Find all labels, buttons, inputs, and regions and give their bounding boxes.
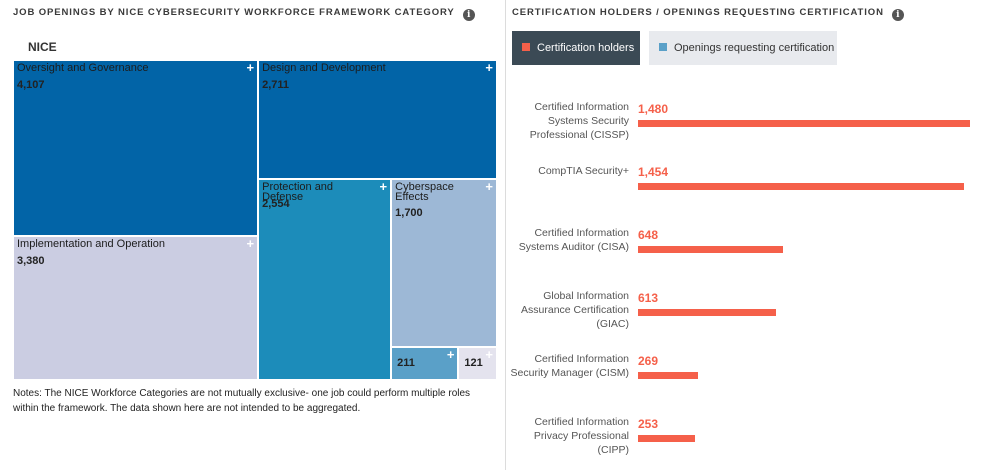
legend-button-openings[interactable]: Openings requesting certification [649,31,837,65]
bar-value-label: 613 [638,291,659,305]
legend-button-certification-holders[interactable]: Certification holders [512,31,640,65]
treemap-tile-211[interactable]: 211 + [392,348,458,379]
treemap-tile-name: Oversight and Governance [17,62,149,74]
bar-certified-information-security-manager-c[interactable] [638,372,699,379]
treemap-tile-value: 211 [397,356,415,369]
treemap-title: JOB OPENINGS BY NICE CYBERSECURITY WORKF… [13,7,475,21]
legend-label: Openings requesting certification [674,42,835,54]
treemap-tile-value: 3,380 [17,254,45,267]
bar-category-label: Certified Information Security Manager (… [510,353,629,379]
bar-chart-title-text: CERTIFICATION HOLDERS / OPENINGS REQUEST… [512,7,884,18]
square-swatch-icon [659,43,667,51]
panel-divider [505,0,506,470]
treemap-root-label[interactable]: NICE [28,40,57,54]
info-icon[interactable]: i [462,9,475,21]
treemap-tile-value: 2,554 [262,197,290,210]
bar-global-information-assurance-certificati[interactable] [638,309,776,316]
bar-category-label: Certified Information Systems Security P… [529,101,629,141]
bar-value-label: 1,480 [638,102,669,116]
bar-comptia-security[interactable] [638,183,965,190]
expand-plus-icon[interactable]: + [246,236,255,251]
treemap-tile-value: 121 [464,356,483,369]
treemap-tile-implementation-and-operation[interactable]: Implementation and Operation 3,380 + [14,236,258,379]
treemap-tile-design-and-development[interactable]: Design and Development 2,711 + [259,61,496,178]
treemap-tile-name: Design and Development [262,62,386,74]
treemap-tile-protection-and-defense[interactable]: Protection and Defense 2,554 + [259,179,391,379]
bar-value-label: 253 [638,417,659,431]
treemap-tile-name: Implementation and Operation [17,237,165,250]
expand-plus-icon[interactable]: + [485,179,493,194]
treemap-tile-oversight-and-governance[interactable]: Oversight and Governance 4,107 + [14,61,258,235]
expand-plus-icon[interactable]: + [246,61,255,75]
treemap-tile-value: 4,107 [17,79,45,91]
treemap-tile-cyberspace-effects[interactable]: Cyberspace Effects 1,700 + [392,179,496,347]
bar-chart-title: CERTIFICATION HOLDERS / OPENINGS REQUEST… [512,7,904,21]
info-icon[interactable]: i [891,9,904,21]
bar-value-label: 269 [638,354,659,368]
bar-category-label: Certified Information Privacy Profession… [533,416,629,456]
expand-plus-icon[interactable]: + [485,348,493,363]
treemap-tile-name: Cyberspace Effects [395,180,454,203]
bar-certified-information-privacy-profession[interactable] [638,435,695,442]
expand-plus-icon[interactable]: + [446,348,455,363]
bar-certified-information-systems-auditor-ci[interactable] [638,246,784,253]
expand-plus-icon[interactable]: + [379,179,388,194]
bar-category-label: CompTIA Security+ [538,165,629,177]
treemap-tile-value: 1,700 [395,206,423,219]
square-swatch-icon [522,43,530,51]
treemap-tile-value: 2,711 [262,79,290,91]
treemap-tile-121[interactable]: 121 + [459,348,496,379]
legend-label: Certification holders [537,42,635,54]
bar-certified-information-systems-security-p[interactable] [638,120,970,127]
treemap-tile-name: Protection and Defense [262,180,334,203]
bar-value-label: 648 [638,228,659,242]
bar-category-label: Certified Information Systems Auditor (C… [518,227,629,253]
treemap-title-text: JOB OPENINGS BY NICE CYBERSECURITY WORKF… [13,7,455,18]
notes: Notes: The NICE Workforce Categories are… [13,388,471,414]
expand-plus-icon[interactable]: + [485,61,493,75]
bar-category-label: Global Information Assurance Certificati… [521,290,629,330]
bar-value-label: 1,454 [638,165,669,179]
